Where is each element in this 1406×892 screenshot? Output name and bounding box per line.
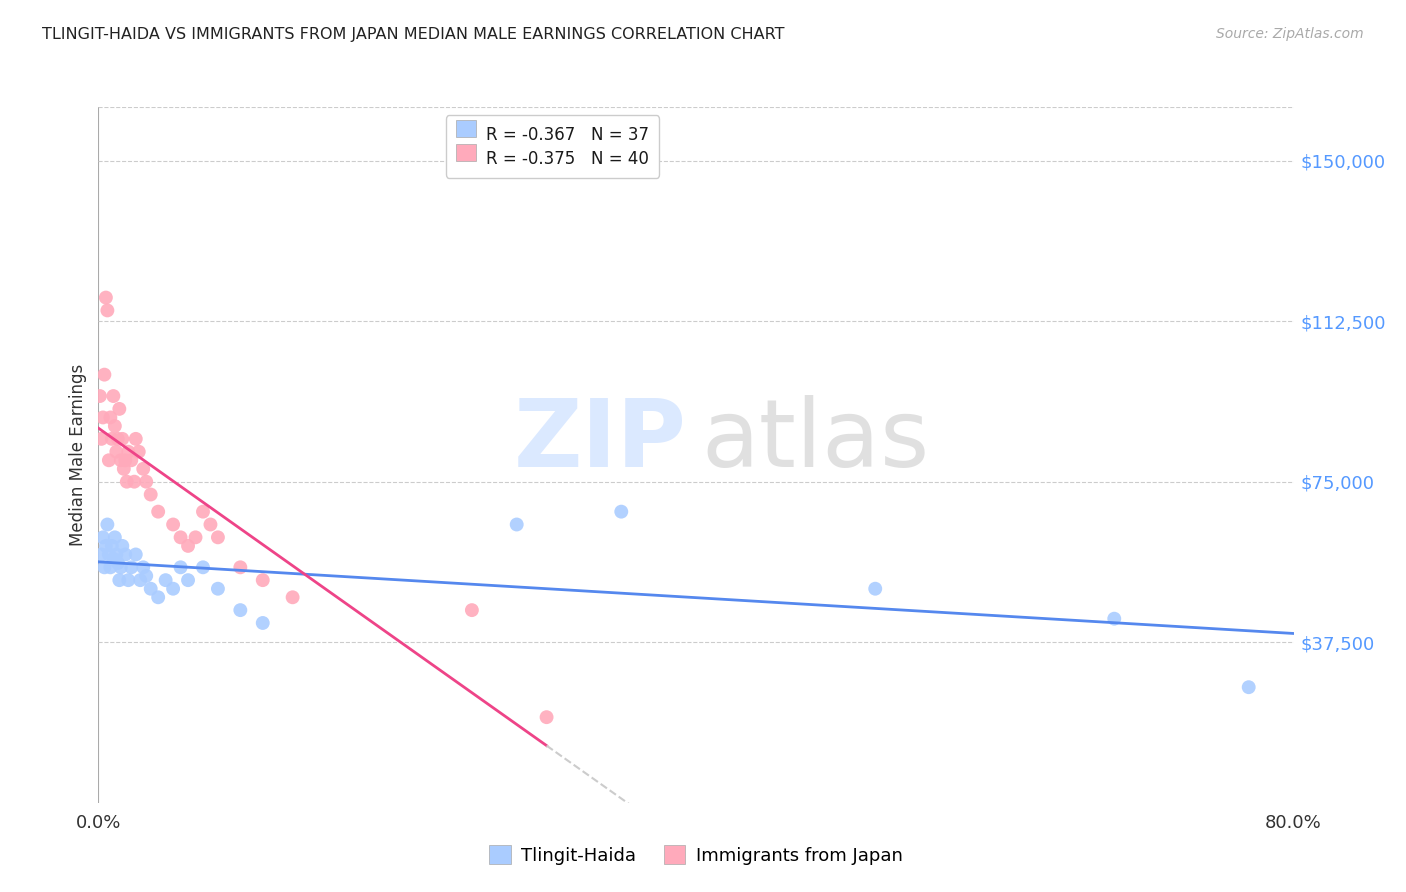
Point [125, 548, 148, 562]
Point [148, 505, 170, 519]
Point [536, 710, 558, 724]
Point [229, 603, 252, 617]
Text: Source: ZipAtlas.com: Source: ZipAtlas.com [1216, 27, 1364, 41]
Point [110, 453, 132, 467]
Point [108, 573, 131, 587]
Point [191, 505, 214, 519]
Point [162, 582, 184, 596]
Point [252, 615, 274, 630]
Point [112, 462, 135, 476]
Point [111, 432, 134, 446]
Point [90, 548, 112, 562]
Point [169, 530, 191, 544]
Point [1104, 612, 1126, 626]
Point [506, 517, 529, 532]
Point [124, 475, 146, 489]
Point [135, 475, 157, 489]
Point [101, 432, 124, 446]
Point [129, 573, 152, 587]
Point [89, 389, 111, 403]
Text: atlas: atlas [702, 395, 929, 487]
Point [101, 539, 124, 553]
Point [169, 560, 191, 574]
Point [94, 539, 117, 553]
Point [91, 410, 114, 425]
Point [103, 551, 125, 566]
Point [229, 560, 252, 574]
Point [93, 368, 115, 382]
Legend: Tlingit-Haida, Immigrants from Japan: Tlingit-Haida, Immigrants from Japan [479, 837, 912, 874]
Point [117, 444, 139, 458]
Point [610, 505, 633, 519]
Point [461, 603, 484, 617]
Point [184, 530, 207, 544]
Point [94, 291, 117, 305]
Point [132, 462, 155, 476]
Point [96, 303, 118, 318]
Point [128, 444, 150, 458]
Point [105, 444, 128, 458]
Point [1237, 680, 1260, 694]
Point [120, 453, 142, 467]
Point [111, 539, 134, 553]
Point [207, 582, 229, 596]
Point [252, 573, 274, 587]
Point [114, 548, 136, 562]
Point [110, 560, 132, 574]
Point [132, 560, 155, 574]
Y-axis label: Median Male Earnings: Median Male Earnings [69, 364, 87, 546]
Point [107, 556, 129, 570]
Point [135, 569, 157, 583]
Point [162, 517, 184, 532]
Point [90, 432, 112, 446]
Point [108, 401, 131, 416]
Point [117, 573, 139, 587]
Point [139, 487, 162, 501]
Point [93, 560, 115, 574]
Point [105, 548, 128, 562]
Point [177, 573, 200, 587]
Point [177, 539, 200, 553]
Point [107, 432, 129, 446]
Point [104, 419, 127, 434]
Point [865, 582, 887, 596]
Point [104, 530, 127, 544]
Point [96, 517, 118, 532]
Point [281, 591, 304, 605]
Point [114, 453, 136, 467]
Text: TLINGIT-HAIDA VS IMMIGRANTS FROM JAPAN MEDIAN MALE EARNINGS CORRELATION CHART: TLINGIT-HAIDA VS IMMIGRANTS FROM JAPAN M… [42, 27, 785, 42]
Point [100, 410, 122, 425]
Point [148, 591, 170, 605]
Point [207, 530, 229, 544]
Point [125, 432, 148, 446]
Point [155, 573, 177, 587]
Point [97, 453, 120, 467]
Point [97, 548, 120, 562]
Point [139, 582, 162, 596]
Point [120, 560, 142, 574]
Point [115, 475, 138, 489]
Point [191, 560, 214, 574]
Point [200, 517, 222, 532]
Point [91, 530, 114, 544]
Text: ZIP: ZIP [515, 395, 686, 487]
Point [103, 389, 125, 403]
Point [100, 560, 122, 574]
